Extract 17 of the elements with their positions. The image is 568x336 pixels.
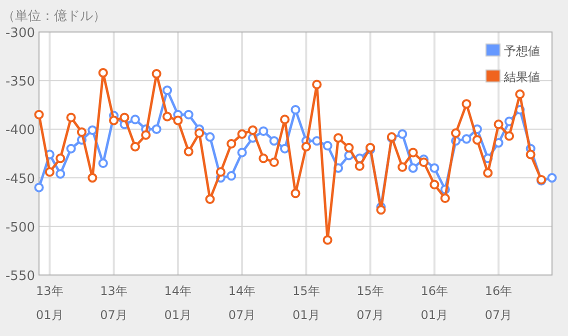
x-tick-label: 14年 01月	[164, 284, 192, 322]
y-tick-label: -500	[5, 220, 35, 236]
x-tick-label: 14年 07月	[228, 284, 256, 322]
x-tick-label: 13年 07月	[100, 284, 128, 322]
y-tick-label: -300	[5, 26, 35, 41]
x-tick-label: 16年 01月	[420, 284, 448, 322]
x-tick-label: 16年 07月	[484, 284, 512, 322]
y-tick-label: -350	[5, 74, 35, 90]
x-tick-label: 13年 01月	[36, 284, 64, 322]
y-tick-label: -400	[5, 123, 35, 138]
legend-label: 結果値	[503, 70, 540, 84]
chart-title: （単位：億ドル）	[2, 9, 106, 24]
legend-label: 予想値	[504, 44, 540, 58]
y-tick-label: -450	[5, 172, 35, 187]
x-tick-label: 15年 07月	[356, 284, 384, 322]
x-tick-label: 15年 01月	[292, 284, 320, 322]
y-tick-label: -550	[5, 269, 35, 284]
